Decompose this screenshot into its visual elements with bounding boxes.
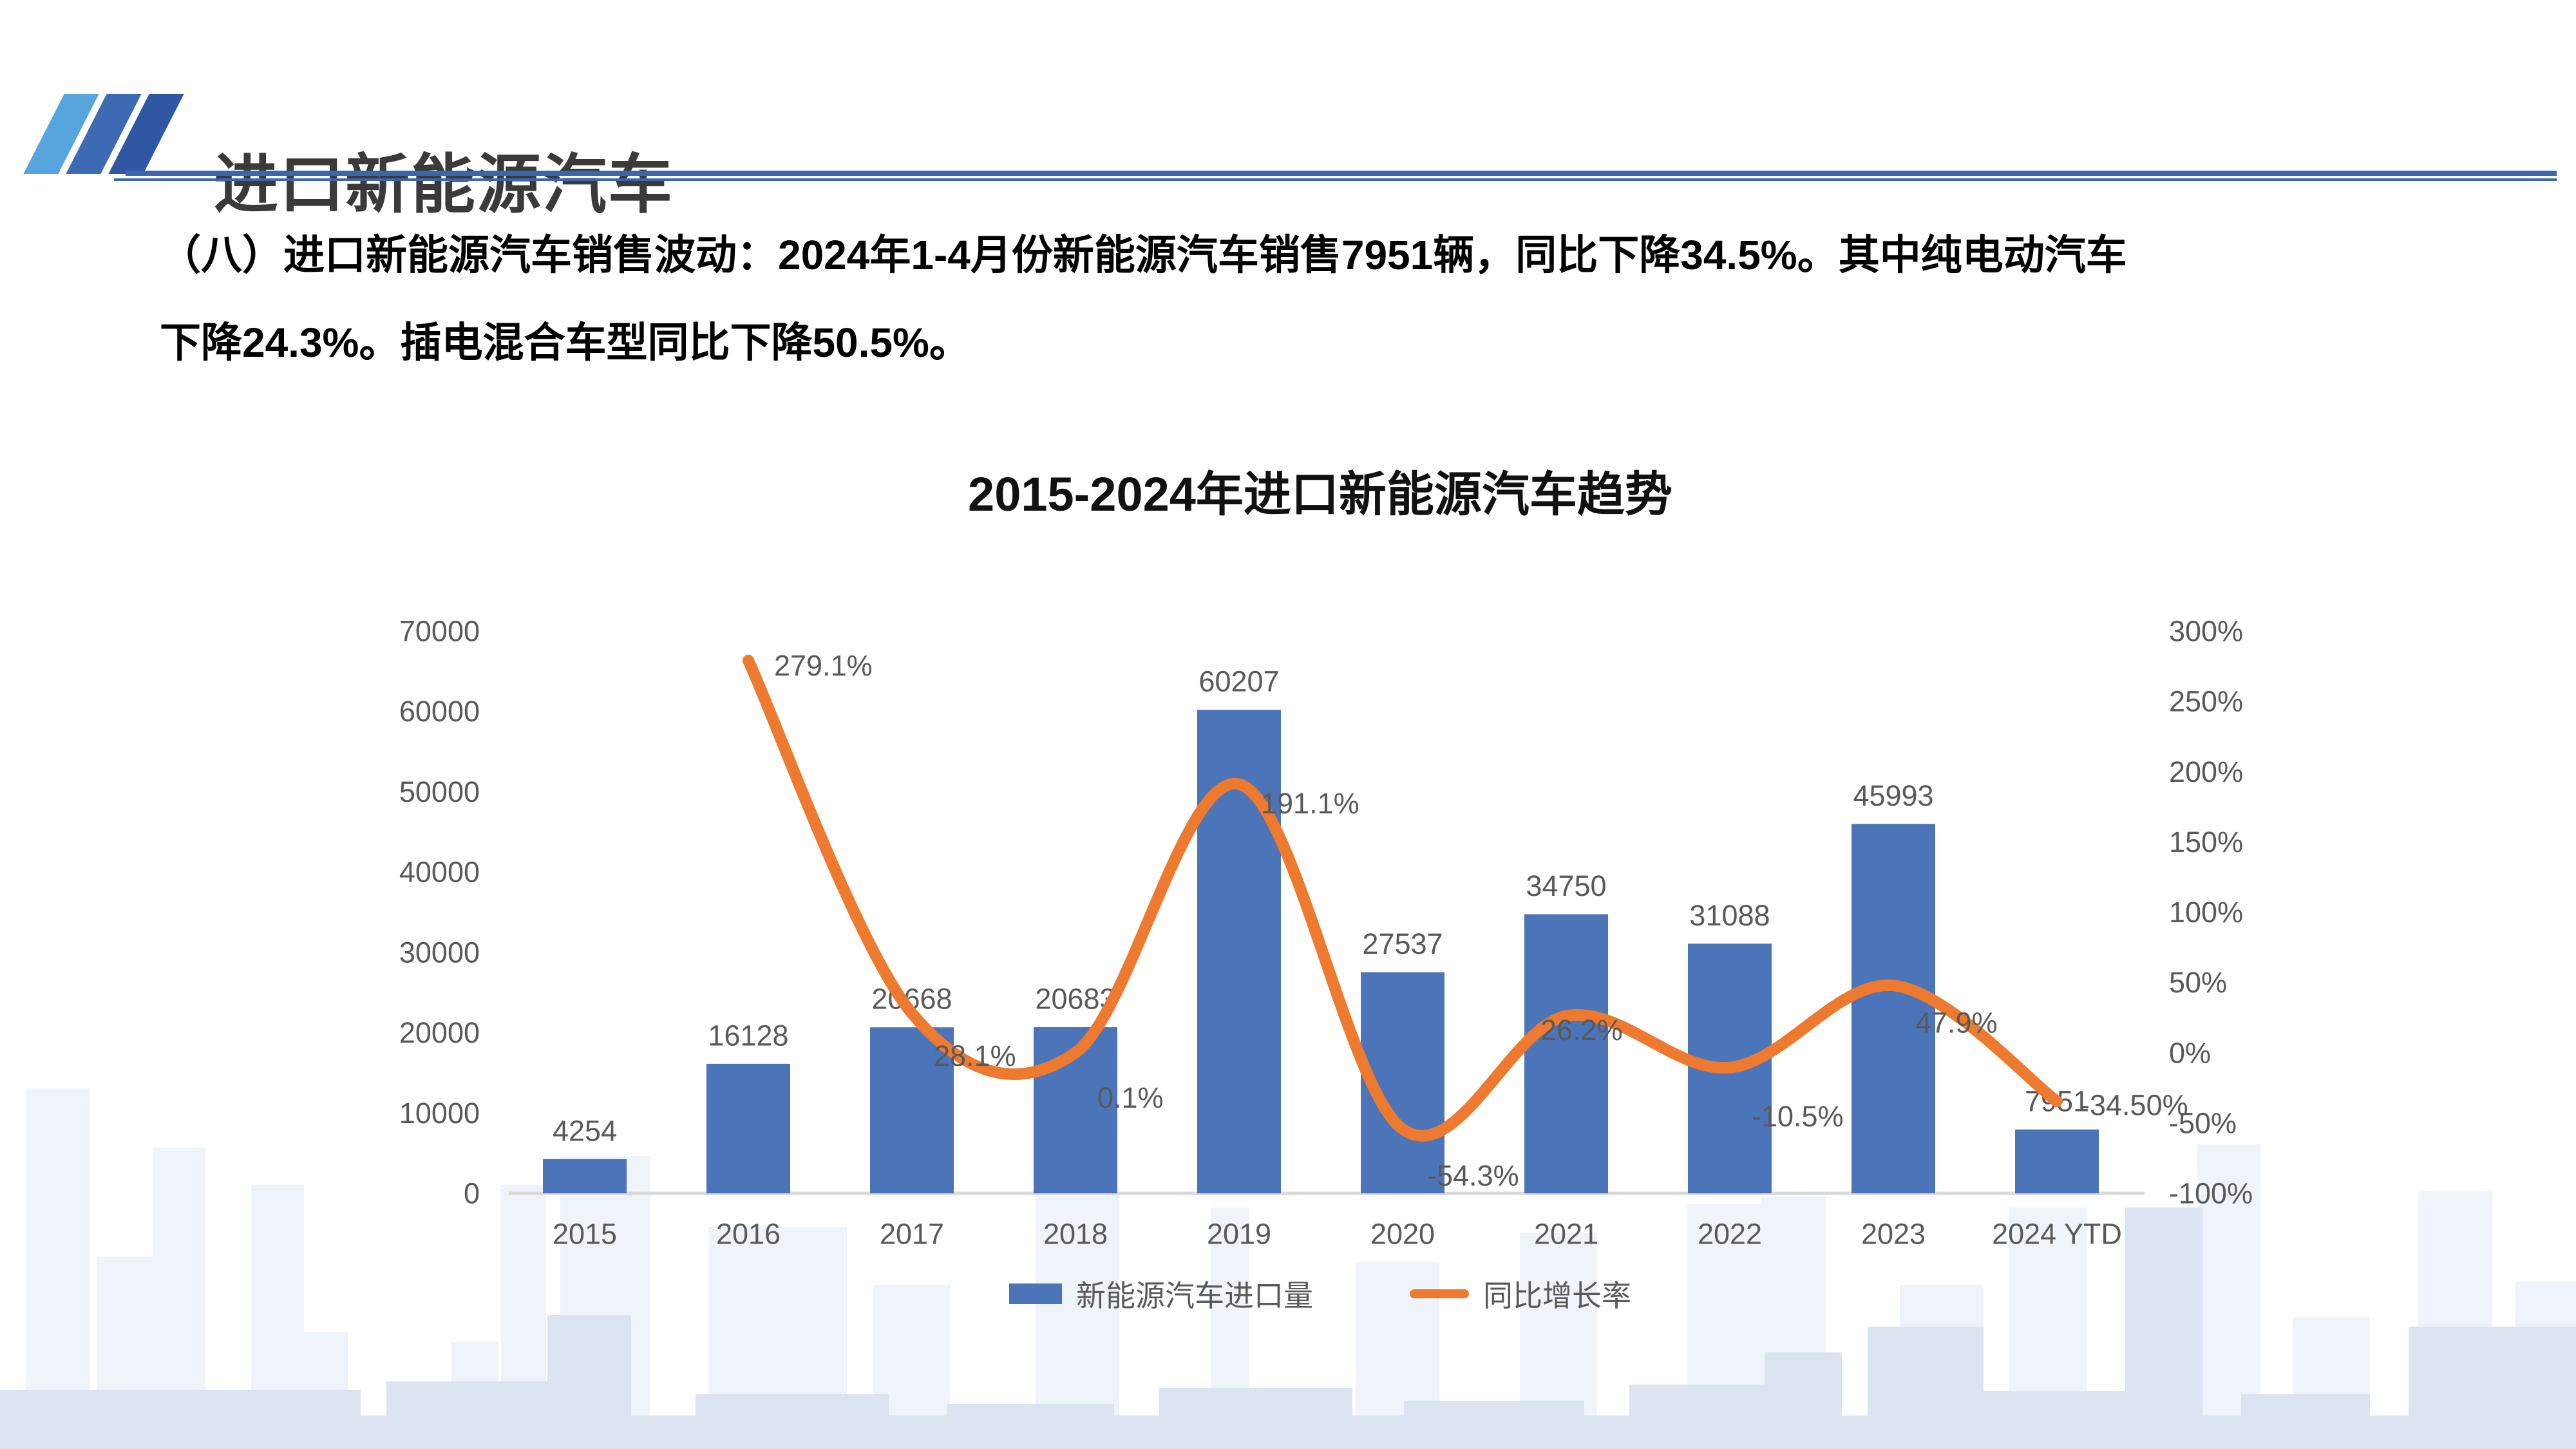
x-axis-label-2024 YTD: 2024 YTD	[1992, 1218, 2122, 1251]
chart-title: 2015-2024年进口新能源汽车趋势	[968, 468, 1672, 521]
legend-bar-swatch-icon	[1009, 1283, 1062, 1304]
growth-value-label: -34.50%	[2080, 1089, 2188, 1122]
x-axis-label-2023: 2023	[1861, 1218, 1926, 1251]
growth-value-label: -54.3%	[1427, 1159, 1519, 1192]
header-divider-thick	[126, 171, 2557, 176]
bar-value-label: 45993	[1853, 779, 1933, 812]
growth-value-label: 279.1%	[774, 649, 873, 682]
y-axis-right-tick: 50%	[2169, 966, 2227, 999]
y-axis-right-tick: 100%	[2169, 896, 2243, 929]
header-divider-thin	[114, 178, 2557, 181]
y-axis-right-tick: 200%	[2169, 755, 2243, 788]
x-axis-label-2016: 2016	[716, 1218, 781, 1251]
bar-value-label: 27537	[1362, 927, 1443, 960]
legend-item-growth-rate: 同比增长率	[1410, 1273, 1631, 1315]
y-axis-right-tick: 300%	[2169, 615, 2243, 648]
y-axis-left-tick: 60000	[399, 695, 480, 728]
x-axis-label-2018: 2018	[1043, 1218, 1108, 1251]
bar-value-label: 31088	[1689, 899, 1770, 932]
page-title: 进口新能源汽车	[214, 149, 674, 221]
y-axis-left-tick: 50000	[399, 775, 480, 808]
growth-value-label: 0.1%	[1097, 1081, 1164, 1114]
bar-value-label: 60207	[1198, 665, 1279, 698]
legend-line-label: 同比增长率	[1483, 1279, 1631, 1312]
y-axis-left-tick: 40000	[399, 856, 480, 889]
legend-line-swatch-icon	[1410, 1289, 1469, 1298]
y-axis-right-tick: 250%	[2169, 685, 2243, 718]
summary-line-1: （八）进口新能源汽车销售波动：2024年1-4月份新能源汽车销售7951辆，同比…	[160, 232, 2127, 278]
bar-2015	[543, 1159, 627, 1193]
summary-paragraph: （八）进口新能源汽车销售波动：2024年1-4月份新能源汽车销售7951辆，同比…	[160, 224, 2452, 374]
summary-line-2: 下降24.3%。插电混合车型同比下降50.5%。	[160, 319, 971, 366]
x-axis-label-2020: 2020	[1370, 1218, 1435, 1251]
skyline-building	[0, 1416, 2576, 1449]
growth-value-label: -10.5%	[1752, 1100, 1844, 1133]
bar-value-label: 34750	[1526, 869, 1606, 902]
y-axis-right-tick: -50%	[2169, 1106, 2237, 1139]
growth-value-label: 191.1%	[1261, 787, 1359, 820]
y-axis-left-tick: 20000	[399, 1016, 480, 1049]
y-axis-right-tick: 0%	[2169, 1036, 2211, 1069]
x-axis-label-2017: 2017	[880, 1218, 944, 1251]
bar-value-label: 4254	[553, 1114, 617, 1147]
y-axis-right-tick: -100%	[2169, 1177, 2253, 1210]
bar-2021	[1524, 914, 1608, 1193]
chart-legend: 新能源汽车进口量 同比增长率	[354, 1273, 2286, 1315]
y-axis-right-tick: 150%	[2169, 826, 2243, 858]
y-axis-left-tick: 10000	[399, 1097, 480, 1130]
x-axis-label-2019: 2019	[1207, 1218, 1271, 1251]
growth-value-label: 28.1%	[934, 1039, 1016, 1072]
legend-item-import-volume: 新能源汽车进口量	[1009, 1273, 1313, 1315]
bar-2016	[706, 1063, 790, 1193]
bar-2024 YTD	[2015, 1129, 2099, 1193]
skyline-building	[26, 1088, 90, 1449]
legend-bar-label: 新能源汽车进口量	[1076, 1279, 1313, 1312]
x-axis-label-2021: 2021	[1534, 1218, 1598, 1251]
y-axis-left-tick: 30000	[399, 936, 480, 969]
x-axis-label-2022: 2022	[1698, 1218, 1762, 1251]
bar-value-label: 16128	[708, 1019, 788, 1052]
x-axis-label-2015: 2015	[553, 1218, 617, 1251]
logo-stripes-icon	[19, 94, 187, 174]
y-axis-left-tick: 0	[464, 1177, 480, 1210]
y-axis-left-tick: 70000	[399, 615, 480, 648]
bar-2023	[1852, 824, 1935, 1193]
growth-rate-line	[743, 654, 2063, 1142]
growth-value-label: 47.9%	[1915, 1007, 1998, 1039]
growth-value-label: 26.2%	[1540, 1014, 1623, 1046]
bar-2017	[870, 1027, 954, 1193]
skyline-building	[2125, 1208, 2202, 1449]
